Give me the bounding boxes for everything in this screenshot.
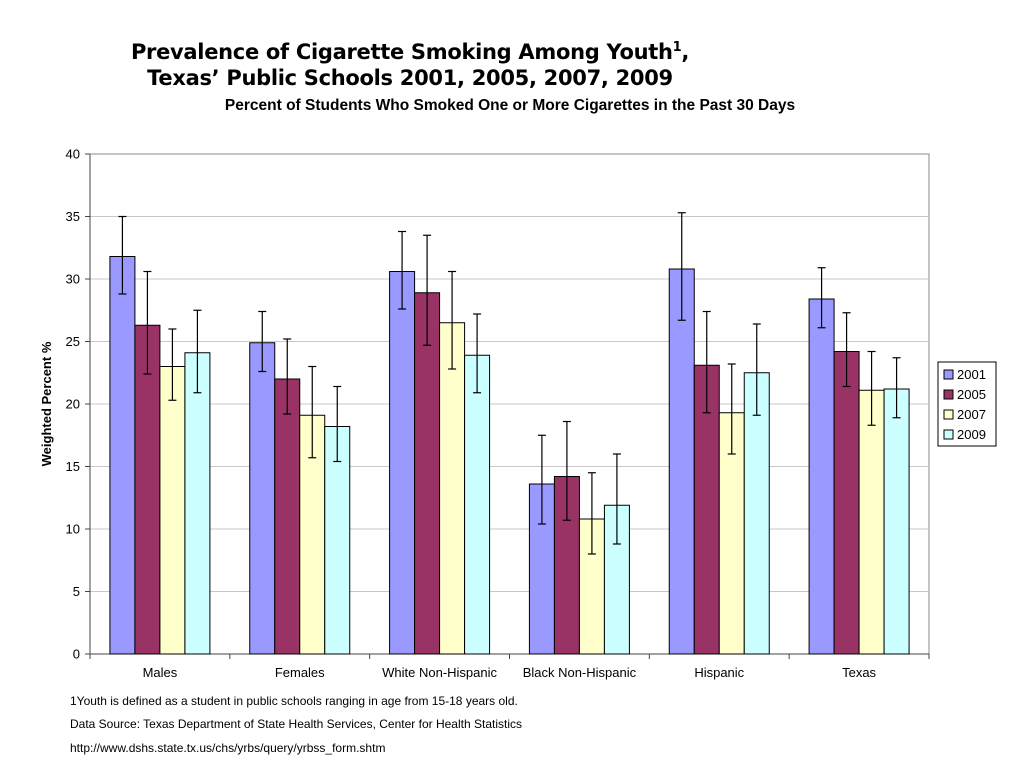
x-tick-label: Hispanic xyxy=(694,665,744,680)
bar-2009 xyxy=(184,352,211,655)
bar-2009 xyxy=(743,372,770,655)
bar-2007 xyxy=(858,389,885,655)
chart-title-tail: , xyxy=(681,40,690,64)
bar-2009 xyxy=(883,388,910,655)
y-tick-label: 25 xyxy=(66,334,80,349)
legend-label-2009: 2009 xyxy=(957,427,986,442)
footnote-data-source: Data Source: Texas Department of State H… xyxy=(70,717,522,731)
bar-2001 xyxy=(109,256,136,655)
bar-2001 xyxy=(249,342,276,655)
chart-title-line1: Prevalence of Cigarette Smoking Among Yo… xyxy=(130,33,690,67)
legend-label-2001: 2001 xyxy=(957,367,986,382)
footnote-youth-definition: 1Youth is defined as a student in public… xyxy=(70,694,518,708)
x-tick-label: Males xyxy=(143,665,178,680)
y-tick-label: 5 xyxy=(73,584,80,599)
legend-swatch-2001 xyxy=(943,369,954,380)
legend: 2001 2005 2007 2009 xyxy=(937,361,997,447)
bar-2001 xyxy=(668,268,695,655)
y-tick-label: 30 xyxy=(66,272,80,287)
x-tick-label: White Non-Hispanic xyxy=(382,665,497,680)
y-tick-label: 15 xyxy=(66,459,80,474)
legend-label-2007: 2007 xyxy=(957,407,986,422)
bar-2007 xyxy=(159,366,186,655)
chart-subtitle: Percent of Students Who Smoked One or Mo… xyxy=(224,97,796,114)
bar-2007 xyxy=(439,322,466,655)
bar-2009 xyxy=(464,354,491,655)
x-tick-label: Texas xyxy=(842,665,876,680)
bar-2009 xyxy=(324,426,351,655)
bar-2001 xyxy=(389,271,416,655)
chart-title-superscript: 1 xyxy=(672,40,682,55)
chart-title-text: Prevalence of Cigarette Smoking Among Yo… xyxy=(130,40,673,64)
bar-2005 xyxy=(134,324,161,655)
legend-swatch-2005 xyxy=(943,389,954,400)
footnote-source-url[interactable]: http://www.dshs.state.tx.us/chs/yrbs/que… xyxy=(70,741,386,755)
y-tick-label: 35 xyxy=(66,209,80,224)
y-tick-label: 10 xyxy=(66,522,80,537)
bar-2005 xyxy=(274,378,301,655)
bar-2001 xyxy=(808,298,835,655)
bar-2005 xyxy=(833,351,860,655)
bar-2009 xyxy=(603,504,630,655)
y-axis-title: Weighted Percent % xyxy=(39,341,54,466)
x-tick-label: Black Non-Hispanic xyxy=(523,665,637,680)
legend-label-2005: 2005 xyxy=(957,387,986,402)
y-tick-label: 20 xyxy=(66,397,80,412)
legend-swatch-2007 xyxy=(943,409,954,420)
legend-swatch-2009 xyxy=(943,429,954,440)
bar-2005 xyxy=(693,364,720,655)
bar-2005 xyxy=(414,292,441,655)
y-tick-label: 0 xyxy=(73,647,80,662)
x-tick-label: Females xyxy=(275,665,325,680)
y-tick-label: 40 xyxy=(66,147,80,162)
chart-title-line2: Texas’ Public Schools 2001, 2005, 2007, … xyxy=(147,66,673,90)
